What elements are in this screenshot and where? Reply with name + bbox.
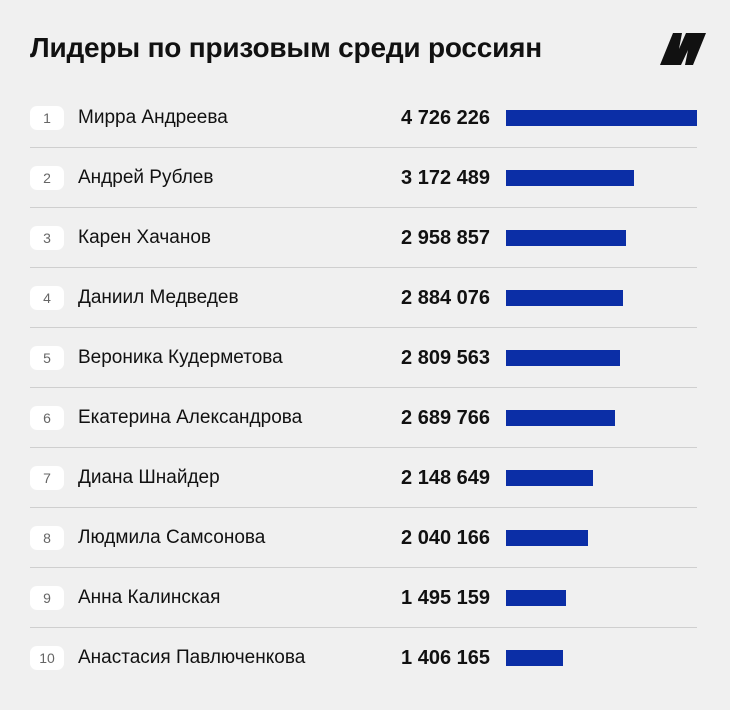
table-row: 2 Андрей Рублев 3 172 489 bbox=[30, 148, 697, 208]
player-name: Вероника Кудерметова bbox=[78, 347, 283, 368]
rank-badge: 3 bbox=[30, 226, 64, 250]
prize-bar bbox=[506, 530, 588, 546]
rank-badge: 2 bbox=[30, 166, 64, 190]
player-name: Андрей Рублев bbox=[78, 167, 214, 188]
rank-badge: 5 bbox=[30, 346, 64, 370]
prize-value-label: 1 406 165 bbox=[401, 647, 490, 669]
prize-bar bbox=[506, 110, 697, 126]
table-row: 1 Мирра Андреева 4 726 226 bbox=[30, 88, 697, 148]
rank-badge: 1 bbox=[30, 106, 64, 130]
prize-value-label: 2 809 563 bbox=[401, 347, 490, 369]
bar-track bbox=[506, 410, 697, 426]
bar-track bbox=[506, 470, 697, 486]
prize-value-label: 1 495 159 bbox=[401, 587, 490, 609]
table-row: 6 Екатерина Александрова 2 689 766 bbox=[30, 388, 697, 448]
prize-bar bbox=[506, 470, 593, 486]
table-row: 7 Диана Шнайдер 2 148 649 bbox=[30, 448, 697, 508]
rank-badge: 4 bbox=[30, 286, 64, 310]
publisher-logo-icon bbox=[660, 33, 706, 65]
table-row: 10 Анастасия Павлюченкова 1 406 165 bbox=[30, 628, 697, 688]
table-row: 5 Вероника Кудерметова 2 809 563 bbox=[30, 328, 697, 388]
player-name: Екатерина Александрова bbox=[78, 407, 303, 428]
bar-track bbox=[506, 590, 697, 606]
bar-track bbox=[506, 650, 697, 666]
bar-track bbox=[506, 350, 697, 366]
table-row: 8 Людмила Самсонова 2 040 166 bbox=[30, 508, 697, 568]
rank-badge: 7 bbox=[30, 466, 64, 490]
bar-track bbox=[506, 110, 697, 126]
player-name: Анастасия Павлюченкова bbox=[78, 647, 306, 668]
bar-track bbox=[506, 230, 697, 246]
prize-value-label: 4 726 226 bbox=[401, 107, 490, 129]
chart-title: Лидеры по призовым среди россиян bbox=[30, 32, 543, 63]
player-name: Даниил Медведев bbox=[78, 287, 239, 308]
player-name: Людмила Самсонова bbox=[78, 527, 266, 548]
prize-bar bbox=[506, 230, 626, 246]
player-name: Мирра Андреева bbox=[78, 107, 228, 128]
prize-value-label: 2 040 166 bbox=[401, 527, 490, 549]
rank-badge: 10 bbox=[30, 646, 64, 670]
prize-bar bbox=[506, 410, 615, 426]
prize-value-label: 3 172 489 bbox=[401, 167, 490, 189]
prize-value-label: 2 958 857 bbox=[401, 227, 490, 249]
prize-value-label: 2 148 649 bbox=[401, 467, 490, 489]
player-name: Карен Хачанов bbox=[78, 227, 211, 248]
prize-bar bbox=[506, 350, 620, 366]
table-row: 4 Даниил Медведев 2 884 076 bbox=[30, 268, 697, 328]
ranking-table: 1 Мирра Андреева 4 726 226 2 Андрей Рублев 3 … bbox=[30, 88, 697, 688]
prize-value-label: 2 884 076 bbox=[401, 287, 490, 309]
bar-track bbox=[506, 170, 697, 186]
prize-bar bbox=[506, 650, 563, 666]
prize-bar bbox=[506, 170, 634, 186]
rank-badge: 9 bbox=[30, 586, 64, 610]
prize-bar bbox=[506, 290, 623, 306]
table-row: 9 Анна Калинская 1 495 159 bbox=[30, 568, 697, 628]
prize-value-label: 2 689 766 bbox=[401, 407, 490, 429]
bar-track bbox=[506, 290, 697, 306]
rank-badge: 8 bbox=[30, 526, 64, 550]
table-row: 3 Карен Хачанов 2 958 857 bbox=[30, 208, 697, 268]
player-name: Диана Шнайдер bbox=[78, 467, 220, 488]
prize-bar bbox=[506, 590, 566, 606]
rank-badge: 6 bbox=[30, 406, 64, 430]
bar-track bbox=[506, 530, 697, 546]
player-name: Анна Калинская bbox=[78, 587, 221, 608]
